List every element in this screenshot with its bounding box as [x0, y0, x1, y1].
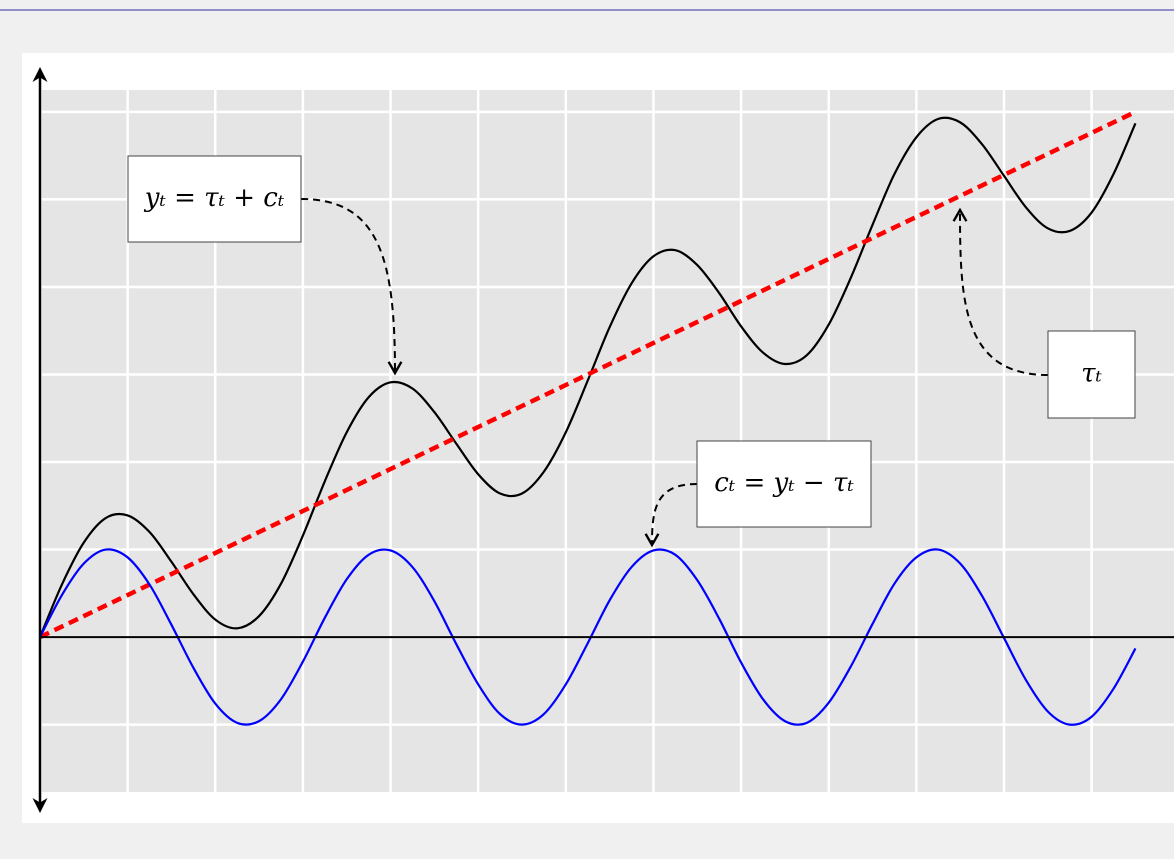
annotation-text: yₜ = τₜ + cₜ	[144, 183, 285, 213]
annotation-arrow	[644, 483, 698, 548]
axes	[32, 67, 1174, 813]
annotation-box	[127, 155, 302, 243]
annotation-text: cₜ = yₜ − τₜ	[714, 468, 854, 498]
lines	[38, 109, 1137, 726]
annotation-text: τₜ	[1081, 359, 1102, 389]
series-line	[39, 109, 1137, 640]
series-line	[38, 116, 1137, 638]
annotation-arrow	[952, 207, 1049, 376]
series-line	[39, 548, 1137, 726]
annotation-box	[696, 440, 872, 528]
annotations: yₜ = τₜ + cₜ τₜ cₜ = yₜ − τₜ	[127, 155, 1136, 548]
annotation-box	[1047, 330, 1136, 419]
grid	[40, 90, 1174, 792]
annotation-arrow	[300, 198, 403, 376]
